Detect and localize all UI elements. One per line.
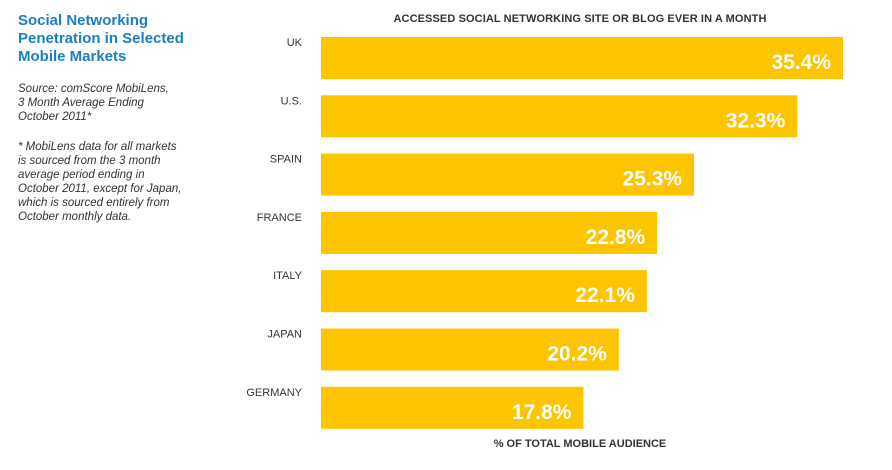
category-label: GERMANY xyxy=(246,387,302,399)
chart-title: ACCESSED SOCIAL NETWORKING SITE OR BLOG … xyxy=(393,13,767,25)
category-label: FRANCE xyxy=(257,212,302,224)
category-label: SPAIN xyxy=(270,154,302,166)
value-label: 20.2% xyxy=(547,343,607,366)
bar-france xyxy=(321,211,658,254)
category-label: JAPAN xyxy=(267,329,302,341)
value-label: 22.1% xyxy=(575,284,635,307)
value-label: 32.3% xyxy=(726,109,786,132)
footnote: * MobiLens data for all markets is sourc… xyxy=(18,141,182,223)
source-note: Source: comScore MobiLens, 3 Month Avera… xyxy=(18,83,169,123)
x-axis-label: % OF TOTAL MOBILE AUDIENCE xyxy=(493,438,667,450)
value-label: 35.4% xyxy=(771,51,831,74)
bar-spain xyxy=(321,153,695,196)
bar-uk xyxy=(321,37,843,79)
category-label: ITALY xyxy=(273,270,303,282)
sidebar: Social Networking Penetration in Selecte… xyxy=(18,12,218,224)
bar-japan xyxy=(321,328,619,371)
chart-heading: Social Networking Penetration in Selecte… xyxy=(18,12,184,65)
bar-us xyxy=(321,95,798,138)
value-label: 25.3% xyxy=(623,168,683,191)
category-label: U.S. xyxy=(281,95,302,107)
bar-italy xyxy=(321,270,647,313)
category-label: UK xyxy=(287,37,303,49)
value-label: 17.8% xyxy=(512,401,572,424)
bar-germany xyxy=(321,386,584,429)
value-label: 22.8% xyxy=(586,226,646,249)
